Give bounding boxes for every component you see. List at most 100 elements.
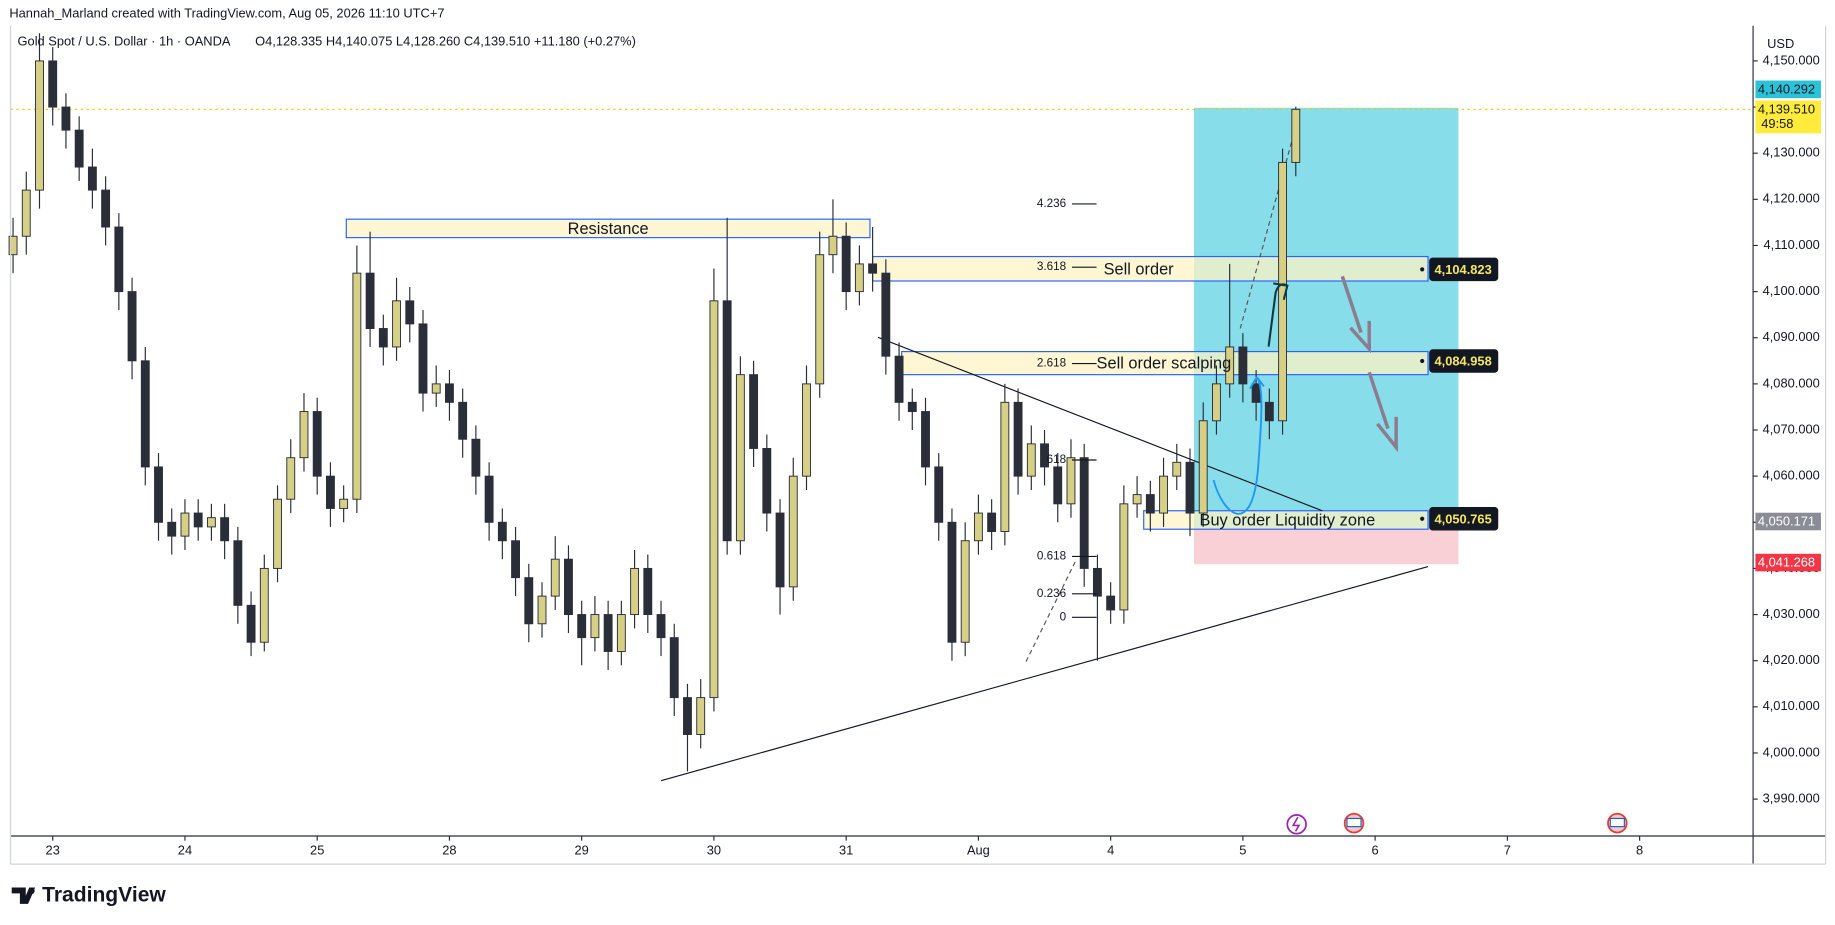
candle-body: [815, 254, 825, 385]
price-tag: [1755, 512, 1821, 531]
header-credit: Hannah_Marland created with TradingView.…: [9, 5, 444, 20]
zone-anchor: [1420, 516, 1425, 521]
price-tag: [1755, 100, 1821, 134]
zone-label: Buy order Liquidity zone: [1200, 511, 1376, 529]
candle-body: [921, 411, 930, 468]
down-arrow: [1340, 275, 1371, 354]
candle-body: [537, 595, 547, 625]
x-tick-label: Aug: [967, 843, 990, 858]
candle-body: [101, 189, 111, 228]
candle-body: [259, 567, 269, 643]
candle-body: [828, 235, 838, 256]
candle-body: [1026, 443, 1036, 477]
curved-arrow: [1212, 376, 1265, 515]
candle-body: [511, 540, 520, 579]
candle-body: [154, 466, 163, 523]
y-tick-label: 4,120.000: [1763, 191, 1820, 206]
currency-label: USD: [1767, 36, 1794, 51]
fib-label: 4.236: [1037, 197, 1066, 210]
zone-price-box: [1429, 349, 1499, 373]
candle-body: [74, 129, 84, 168]
candle-body: [497, 521, 507, 542]
dashed-line: [1239, 117, 1300, 329]
candle-body: [1185, 461, 1195, 514]
position-target-area: [1193, 107, 1459, 530]
candle-body: [445, 383, 454, 403]
candle-body: [180, 512, 190, 537]
candle-body: [299, 411, 309, 459]
position-stop-area: [1193, 529, 1459, 565]
candle-body: [722, 300, 732, 542]
fib-label: 618: [1047, 453, 1067, 466]
candle-body: [709, 300, 719, 699]
candle-body: [775, 512, 785, 588]
zone-price-label: 4,104.823: [1435, 262, 1492, 277]
zone-anchor: [1420, 267, 1425, 272]
x-tick-label: 7: [1504, 843, 1511, 858]
candle-body: [960, 540, 970, 643]
candle-body: [273, 498, 282, 569]
candle-body: [352, 272, 362, 500]
candle-body: [1238, 346, 1248, 385]
candle-body: [1079, 457, 1089, 569]
candle-body: [431, 383, 441, 394]
candle-body: [1264, 401, 1274, 422]
candle-body: [233, 540, 243, 606]
fib-label: 0: [1060, 610, 1067, 623]
price-tag: [1755, 553, 1821, 572]
trendline: [660, 566, 1429, 782]
up-arrow: [1267, 282, 1289, 347]
candle-body: [577, 614, 587, 639]
zone-label: Sell order scalping: [1097, 355, 1232, 373]
y-tick-label: 4,030.000: [1763, 606, 1820, 621]
ohlc-legend: O4,128.335 H4,140.075 L4,128.260 C4,139.…: [255, 34, 636, 49]
candle-body: [193, 512, 203, 528]
y-tick-label: 4,130.000: [1763, 145, 1820, 160]
candle-body: [987, 512, 997, 532]
candle-body: [907, 401, 917, 413]
y-tick-label: 4,060.000: [1763, 468, 1820, 483]
fib-label: 2.618: [1037, 357, 1066, 370]
price-tag-countdown: 49:58: [1761, 116, 1793, 131]
candle-body: [1198, 420, 1208, 514]
y-tick-label: 4,110.000: [1764, 237, 1820, 252]
candle-body: [365, 272, 375, 329]
zone: [872, 255, 1429, 282]
axes-layer: 3,990.000 4,000.000 4,010.000 4,020.000 4,03…: [9, 25, 1827, 865]
zone-label: Resistance: [568, 220, 649, 238]
candle-body: [167, 521, 177, 537]
candle-body: [1225, 346, 1235, 385]
candle-body: [1291, 108, 1301, 163]
price-tag-label: 4,041.268: [1758, 555, 1815, 570]
price-tag-label: 4,050.171: [1758, 513, 1815, 528]
x-tick-label: 30: [707, 843, 721, 858]
candle-body: [325, 475, 335, 509]
candle-body: [127, 291, 137, 362]
event-icon[interactable]: [1286, 814, 1307, 835]
zone: [1143, 510, 1429, 530]
candle-body: [603, 614, 613, 652]
price-tag-label: 4,139.510: [1758, 101, 1815, 116]
candle-body: [1066, 457, 1076, 505]
price-tag: [1755, 80, 1821, 99]
brand-name: TradingView: [42, 883, 166, 906]
candle-body: [1132, 494, 1142, 505]
candle-body: [378, 328, 388, 348]
position-layer: [1193, 107, 1459, 565]
zone-price-label: 4,050.765: [1435, 511, 1492, 526]
brand-logo[interactable]: TradingView: [11, 883, 167, 906]
candle-body: [788, 475, 798, 588]
event-icon-glyph: [1609, 817, 1625, 828]
fib-label: 0.236: [1037, 587, 1066, 600]
candle-body: [550, 558, 560, 597]
y-tick-label: 4,150.000: [1763, 52, 1820, 67]
x-tick-label: 25: [310, 843, 324, 858]
candle-body: [868, 263, 878, 274]
candle-body: [1040, 443, 1049, 468]
event-icon-glyph: [1291, 816, 1301, 832]
x-tick-label: 6: [1372, 843, 1379, 858]
y-tick-label: 4,090.000: [1763, 329, 1820, 344]
